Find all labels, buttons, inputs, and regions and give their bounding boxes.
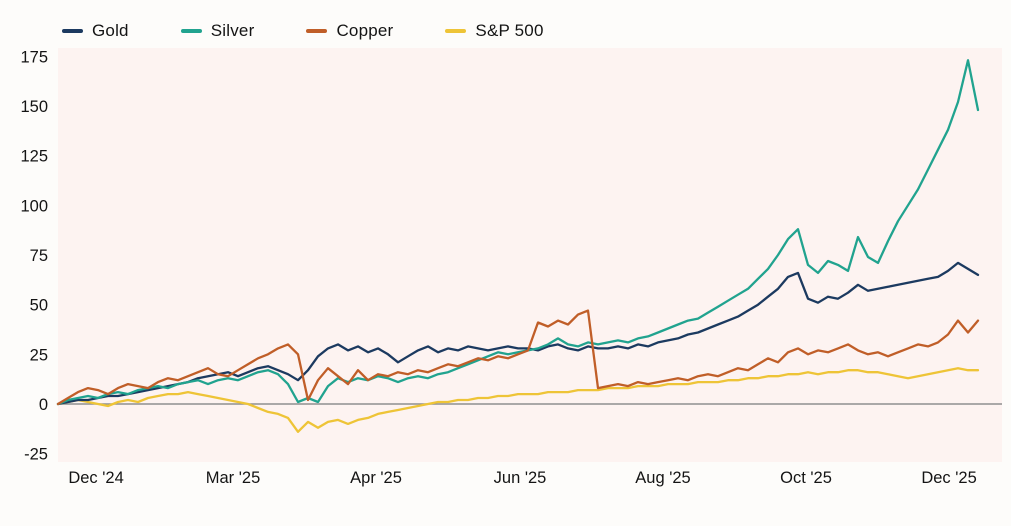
x-tick-label: Oct '25 <box>780 469 832 487</box>
x-tick-label: Dec '25 <box>921 469 976 487</box>
x-tick-label: Apr '25 <box>350 469 402 487</box>
sp500-line-swatch-icon <box>445 29 467 33</box>
legend-item-gold[interactable]: Gold <box>62 21 129 41</box>
y-tick-label: 100 <box>20 197 48 215</box>
legend-item-sp500[interactable]: S&P 500 <box>445 21 543 41</box>
silver-line-swatch-icon <box>180 29 202 33</box>
legend-label-sp500: S&P 500 <box>475 21 544 40</box>
y-tick-label: 0 <box>39 396 48 414</box>
y-tick-label: -25 <box>24 446 48 464</box>
x-tick-label: Mar '25 <box>206 469 261 487</box>
copper-line-swatch-icon <box>306 29 328 33</box>
y-tick-label: 75 <box>30 247 48 265</box>
gold-line-swatch-icon <box>62 29 83 33</box>
plot-area <box>58 48 1002 462</box>
series-line-silver <box>56 59 980 406</box>
legend-label-gold: Gold <box>92 21 129 40</box>
legend-label-silver: Silver <box>210 21 255 40</box>
series-line-sp500 <box>56 367 980 433</box>
x-tick-label: Jun '25 <box>494 469 547 487</box>
y-tick-label: 125 <box>20 148 48 166</box>
chart-legend: Gold Silver Copper S&P 500 <box>62 21 544 41</box>
y-tick-label: 150 <box>20 98 48 116</box>
x-tick-label: Dec '24 <box>68 469 123 487</box>
series-line-copper <box>56 309 980 406</box>
y-tick-label: 175 <box>20 48 48 66</box>
legend-label-copper: Copper <box>336 21 394 40</box>
y-tick-label: 50 <box>30 297 48 315</box>
y-tick-label: 25 <box>30 346 48 364</box>
series-line-gold <box>56 261 980 406</box>
x-tick-label: Aug '25 <box>635 469 690 487</box>
legend-item-silver[interactable]: Silver <box>180 21 255 41</box>
legend-item-copper[interactable]: Copper <box>306 21 393 41</box>
